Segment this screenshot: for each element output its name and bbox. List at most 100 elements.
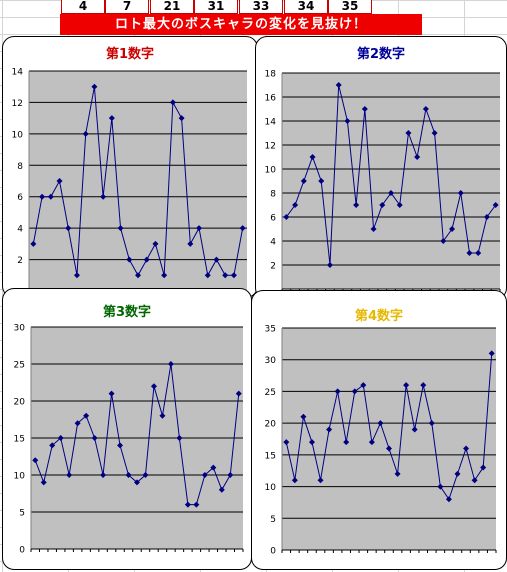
data-point: [150, 383, 157, 390]
chart-digit-1[interactable]: 第1数字 2 4 6 8 10 12 14: [2, 36, 258, 298]
data-point: [361, 106, 368, 112]
data-point: [309, 154, 316, 160]
data-point: [471, 477, 478, 484]
data-point: [222, 272, 229, 279]
data-point: [431, 130, 438, 136]
data-point: [66, 472, 73, 478]
y-tick-label: 20: [14, 398, 26, 408]
data-point: [475, 250, 482, 256]
number-cell[interactable]: 33: [239, 0, 283, 14]
y-tick-label: 20: [265, 420, 277, 430]
data-point: [100, 193, 107, 200]
data-point: [126, 256, 133, 263]
data-point: [117, 442, 124, 449]
data-point: [159, 412, 166, 419]
number-cell[interactable]: 21: [150, 0, 194, 14]
data-point: [466, 250, 473, 256]
y-tick-label: 5: [19, 509, 25, 519]
data-point: [370, 226, 377, 232]
data-point: [335, 82, 342, 88]
data-point: [463, 445, 470, 452]
y-tick-label: 0: [270, 547, 276, 557]
data-point: [65, 225, 72, 232]
data-point: [143, 256, 150, 263]
y-tick-label: 18: [265, 70, 277, 80]
data-point: [414, 154, 421, 160]
data-point: [152, 240, 159, 247]
data-point: [445, 496, 452, 503]
y-tick-label: 25: [14, 361, 25, 371]
data-point: [204, 272, 211, 279]
data-point: [420, 382, 427, 389]
data-point: [39, 193, 46, 200]
data-point: [135, 272, 141, 279]
data-point: [440, 238, 447, 244]
data-point: [386, 445, 392, 452]
data-point: [483, 214, 490, 220]
data-point: [437, 483, 444, 490]
y-tick-label: 4: [270, 238, 276, 248]
plot-area: [282, 328, 496, 550]
data-point: [32, 457, 39, 464]
chart-digit-4[interactable]: 第4数字 0 5 10 15 20 25 30 35: [251, 290, 507, 570]
data-point: [318, 178, 325, 184]
data-point: [108, 390, 115, 397]
plot-area: [282, 73, 500, 289]
winning-numbers-row: 4 7 21 31 33 34 35: [0, 0, 507, 14]
data-point: [74, 420, 81, 427]
data-point: [169, 99, 176, 106]
data-point: [125, 472, 132, 478]
y-tick-label: 12: [265, 142, 276, 152]
data-point: [334, 388, 341, 395]
data-point: [405, 130, 412, 136]
data-point: [454, 470, 461, 477]
data-point: [428, 420, 435, 427]
y-tick-label: 15: [14, 435, 25, 445]
data-point: [178, 115, 185, 122]
headline-banner: ロト最大のボスキャラの変化を見抜け！: [60, 14, 422, 35]
number-cell[interactable]: 34: [284, 0, 328, 14]
chart-svg: 2 4 6 8 10 12 14 16 18: [265, 70, 501, 292]
data-point: [326, 262, 333, 268]
chart-title: 第3数字: [102, 305, 152, 320]
data-point: [176, 435, 183, 441]
data-point: [210, 464, 217, 471]
y-tick-label: 10: [265, 483, 277, 493]
data-point: [480, 464, 487, 471]
chart-digit-3[interactable]: 第3数字 0 5 10 15 20 25 30: [2, 288, 252, 570]
y-tick-label: 6: [270, 214, 276, 224]
data-point: [388, 190, 394, 196]
y-tick-label: 12: [12, 99, 23, 109]
data-point: [100, 472, 107, 478]
number-cell[interactable]: 35: [328, 0, 372, 14]
chart-title: 第4数字: [354, 309, 404, 324]
data-point: [117, 225, 124, 232]
number-cell[interactable]: 31: [194, 0, 238, 14]
chart-svg: 0 5 10 15 20 25 30 35: [265, 325, 497, 557]
number-cell[interactable]: 4: [61, 0, 105, 14]
data-point: [343, 439, 350, 446]
data-point: [411, 426, 418, 433]
y-tick-label: 10: [14, 472, 26, 482]
y-tick-label: 15: [265, 451, 276, 461]
number-cell[interactable]: 7: [105, 0, 149, 14]
data-point: [196, 225, 203, 232]
data-point: [308, 439, 315, 446]
data-point: [360, 382, 367, 389]
data-point: [368, 439, 375, 446]
y-tick-label: 16: [265, 94, 277, 104]
y-tick-label: 10: [265, 166, 277, 176]
data-point: [56, 178, 63, 184]
data-point: [235, 390, 242, 397]
y-tick-label: 30: [265, 356, 277, 366]
data-point: [300, 413, 307, 420]
data-point: [317, 477, 324, 484]
chart-svg: 0 5 10 15 20 25 30: [14, 324, 244, 556]
data-point: [283, 439, 290, 446]
plot-area: [29, 71, 247, 291]
data-point: [83, 412, 90, 419]
data-point: [108, 115, 115, 122]
data-point: [201, 472, 208, 478]
data-point: [396, 202, 403, 208]
chart-digit-2[interactable]: 第2数字 2 4 6 8 10 12 14 16 18: [255, 36, 507, 300]
